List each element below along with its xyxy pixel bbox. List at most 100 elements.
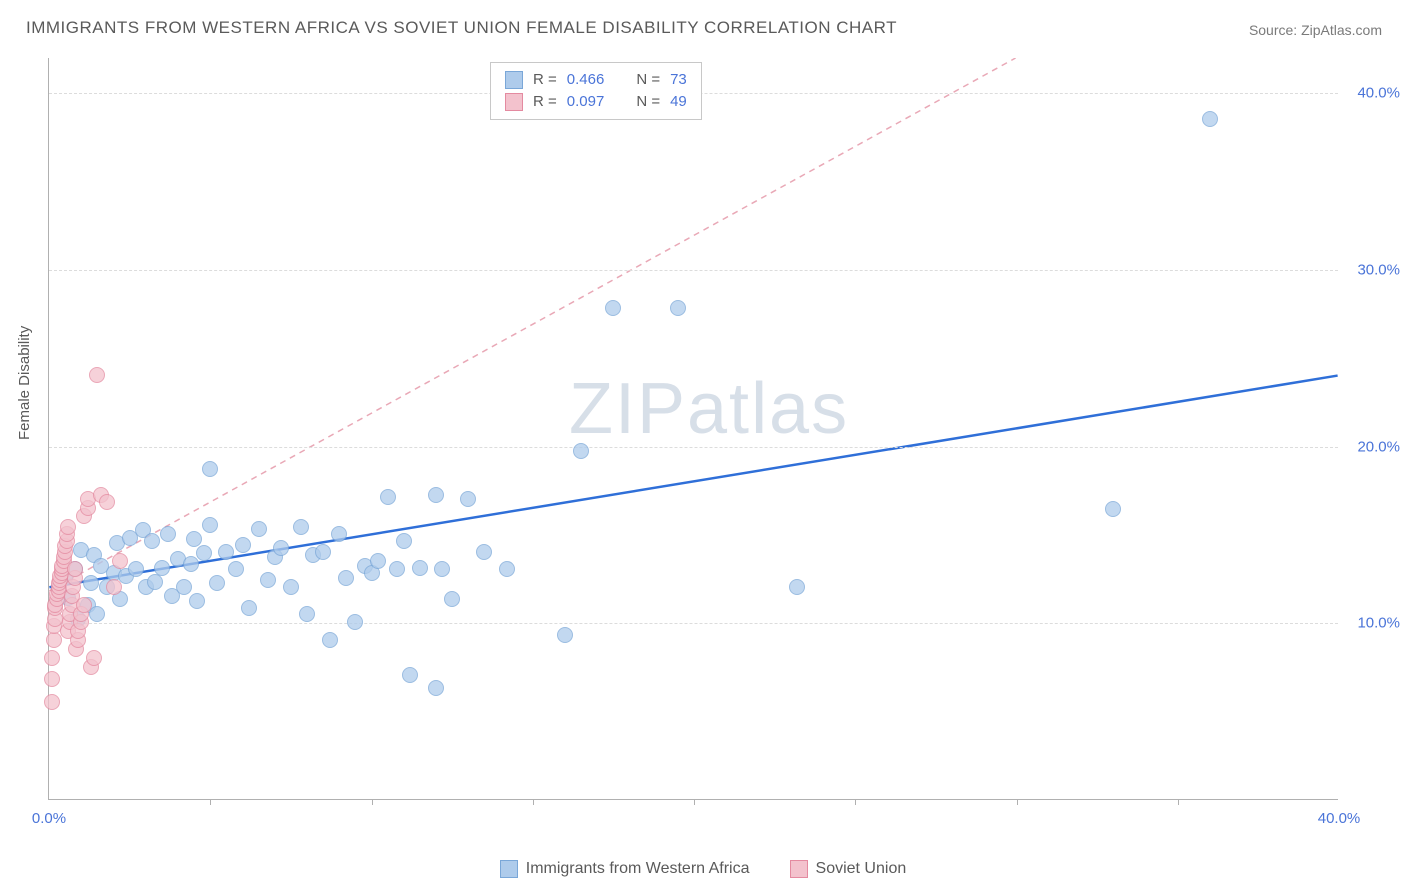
scatter-point bbox=[106, 579, 122, 595]
scatter-point bbox=[338, 570, 354, 586]
r-label: R = bbox=[533, 69, 557, 91]
scatter-point bbox=[428, 680, 444, 696]
xtick-label: 40.0% bbox=[1318, 810, 1361, 827]
n-value: 73 bbox=[670, 69, 687, 91]
scatter-point bbox=[183, 556, 199, 572]
scatter-point bbox=[154, 560, 170, 576]
scatter-point bbox=[273, 540, 289, 556]
scatter-point bbox=[1105, 501, 1121, 517]
scatter-point bbox=[144, 533, 160, 549]
legend-swatch bbox=[505, 93, 523, 111]
scatter-point bbox=[67, 561, 83, 577]
scatter-point bbox=[444, 591, 460, 607]
scatter-point bbox=[396, 533, 412, 549]
scatter-point bbox=[44, 671, 60, 687]
scatter-point bbox=[499, 561, 515, 577]
scatter-point bbox=[235, 537, 251, 553]
scatter-point bbox=[46, 632, 62, 648]
legend-item: Soviet Union bbox=[790, 860, 907, 878]
scatter-point bbox=[186, 531, 202, 547]
scatter-point bbox=[44, 650, 60, 666]
chart-title: IMMIGRANTS FROM WESTERN AFRICA VS SOVIET… bbox=[26, 18, 897, 38]
ytick-label: 40.0% bbox=[1345, 85, 1400, 102]
gridline bbox=[49, 623, 1338, 624]
scatter-point bbox=[1202, 111, 1218, 127]
scatter-point bbox=[322, 632, 338, 648]
scatter-point bbox=[99, 494, 115, 510]
legend-swatch bbox=[790, 860, 808, 878]
scatter-point bbox=[202, 461, 218, 477]
legend-stat-row: R = 0.466 N = 73 bbox=[505, 69, 687, 91]
n-label: N = bbox=[636, 69, 660, 91]
legend-item: Immigrants from Western Africa bbox=[500, 860, 750, 878]
gridline bbox=[49, 447, 1338, 448]
legend-swatch bbox=[500, 860, 518, 878]
xtick-label: 0.0% bbox=[32, 810, 66, 827]
legend-label: Soviet Union bbox=[816, 860, 907, 878]
scatter-point bbox=[557, 627, 573, 643]
n-label: N = bbox=[636, 91, 660, 113]
xtick-mark bbox=[372, 799, 373, 805]
scatter-point bbox=[283, 579, 299, 595]
scatter-point bbox=[370, 553, 386, 569]
legend-stat-row: R = 0.097 N = 49 bbox=[505, 91, 687, 113]
trend-line bbox=[49, 376, 1337, 588]
y-axis-label: Female Disability bbox=[16, 326, 33, 440]
scatter-point bbox=[228, 561, 244, 577]
scatter-point bbox=[218, 544, 234, 560]
scatter-point bbox=[299, 606, 315, 622]
scatter-point bbox=[241, 600, 257, 616]
xtick-mark bbox=[855, 799, 856, 805]
xtick-mark bbox=[1017, 799, 1018, 805]
scatter-point bbox=[428, 487, 444, 503]
scatter-point bbox=[460, 491, 476, 507]
ytick-label: 20.0% bbox=[1345, 438, 1400, 455]
scatter-point bbox=[128, 561, 144, 577]
scatter-point bbox=[476, 544, 492, 560]
ytick-label: 30.0% bbox=[1345, 262, 1400, 279]
scatter-point bbox=[44, 694, 60, 710]
trend-line bbox=[49, 58, 1015, 591]
scatter-point bbox=[251, 521, 267, 537]
scatter-point bbox=[176, 579, 192, 595]
scatter-point bbox=[147, 574, 163, 590]
r-label: R = bbox=[533, 91, 557, 113]
scatter-point bbox=[670, 300, 686, 316]
scatter-point bbox=[389, 561, 405, 577]
legend-series: Immigrants from Western Africa Soviet Uni… bbox=[0, 860, 1406, 878]
scatter-point bbox=[89, 367, 105, 383]
scatter-point bbox=[160, 526, 176, 542]
scatter-point bbox=[112, 553, 128, 569]
xtick-mark bbox=[694, 799, 695, 805]
xtick-mark bbox=[210, 799, 211, 805]
scatter-point bbox=[347, 614, 363, 630]
scatter-point bbox=[402, 667, 418, 683]
xtick-mark bbox=[1178, 799, 1179, 805]
scatter-point bbox=[60, 519, 76, 535]
ytick-label: 10.0% bbox=[1345, 615, 1400, 632]
scatter-point bbox=[196, 545, 212, 561]
scatter-point bbox=[605, 300, 621, 316]
scatter-point bbox=[331, 526, 347, 542]
legend-label: Immigrants from Western Africa bbox=[526, 860, 750, 878]
gridline bbox=[49, 270, 1338, 271]
legend-stats: R = 0.466 N = 73 R = 0.097 N = 49 bbox=[490, 62, 702, 120]
source-label: Source: ZipAtlas.com bbox=[1249, 22, 1382, 38]
scatter-point bbox=[293, 519, 309, 535]
scatter-point bbox=[789, 579, 805, 595]
scatter-point bbox=[315, 544, 331, 560]
r-value: 0.097 bbox=[567, 91, 605, 113]
scatter-point bbox=[202, 517, 218, 533]
scatter-point bbox=[260, 572, 276, 588]
n-value: 49 bbox=[670, 91, 687, 113]
scatter-point bbox=[380, 489, 396, 505]
scatter-point bbox=[412, 560, 428, 576]
scatter-point bbox=[83, 575, 99, 591]
plot-area: ZIPatlas 10.0%20.0%30.0%40.0%0.0%40.0% bbox=[48, 58, 1338, 800]
r-value: 0.466 bbox=[567, 69, 605, 91]
xtick-mark bbox=[533, 799, 534, 805]
trend-lines bbox=[49, 58, 1338, 799]
scatter-point bbox=[86, 650, 102, 666]
scatter-point bbox=[209, 575, 225, 591]
scatter-point bbox=[573, 443, 589, 459]
